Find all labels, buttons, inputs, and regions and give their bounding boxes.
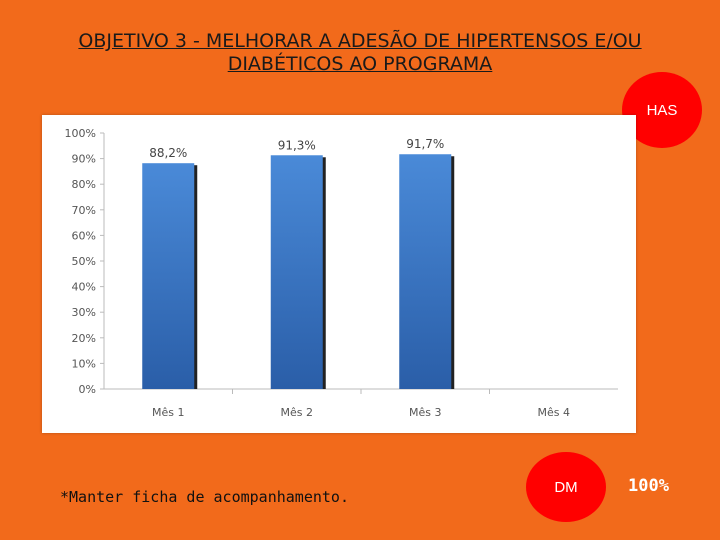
y-tick-label: 60% bbox=[72, 229, 96, 242]
y-tick-label: 40% bbox=[72, 281, 96, 294]
bar-chart: 0% 10% 20% 30% 40% 50% 60% 70% 80% 90% 100% Mês 1 88… bbox=[42, 115, 636, 433]
note-text: *Manter ficha de acompanhamento. bbox=[60, 488, 349, 506]
bar bbox=[270, 155, 323, 389]
y-tick-label: 50% bbox=[72, 255, 96, 268]
y-tick-label: 90% bbox=[72, 153, 96, 166]
data-label: 91,7% bbox=[406, 137, 444, 151]
title-line-2: DIABÉTICOS AO PROGRAMA bbox=[227, 53, 493, 75]
dm-value: 100% bbox=[628, 476, 669, 496]
y-tick-label: 20% bbox=[72, 332, 96, 345]
y-tick-label: 80% bbox=[72, 178, 96, 191]
x-tick-label: Mês 2 bbox=[281, 406, 313, 419]
dm-badge: DM bbox=[526, 452, 606, 522]
title-line-1: OBJETIVO 3 - MELHORAR A ADESÃO DE HIPERT… bbox=[78, 30, 642, 52]
chart-svg: 0% 10% 20% 30% 40% 50% 60% 70% 80% 90% 100% Mês 1 88… bbox=[65, 127, 618, 419]
y-tick-label: 100% bbox=[65, 127, 96, 140]
bar bbox=[142, 163, 195, 389]
y-tick-label: 30% bbox=[72, 306, 96, 319]
bar bbox=[399, 154, 452, 389]
y-tick-label: 0% bbox=[79, 383, 96, 396]
x-tick-label: Mês 4 bbox=[538, 406, 570, 419]
y-tick-label: 70% bbox=[72, 204, 96, 217]
data-label: 88,2% bbox=[149, 146, 187, 160]
data-label: 91,3% bbox=[278, 138, 316, 152]
x-tick-label: Mês 1 bbox=[152, 406, 184, 419]
y-tick-label: 10% bbox=[72, 357, 96, 370]
slide-title: OBJETIVO 3 - MELHORAR A ADESÃO DE HIPERT… bbox=[20, 30, 700, 76]
x-tick-label: Mês 3 bbox=[409, 406, 441, 419]
